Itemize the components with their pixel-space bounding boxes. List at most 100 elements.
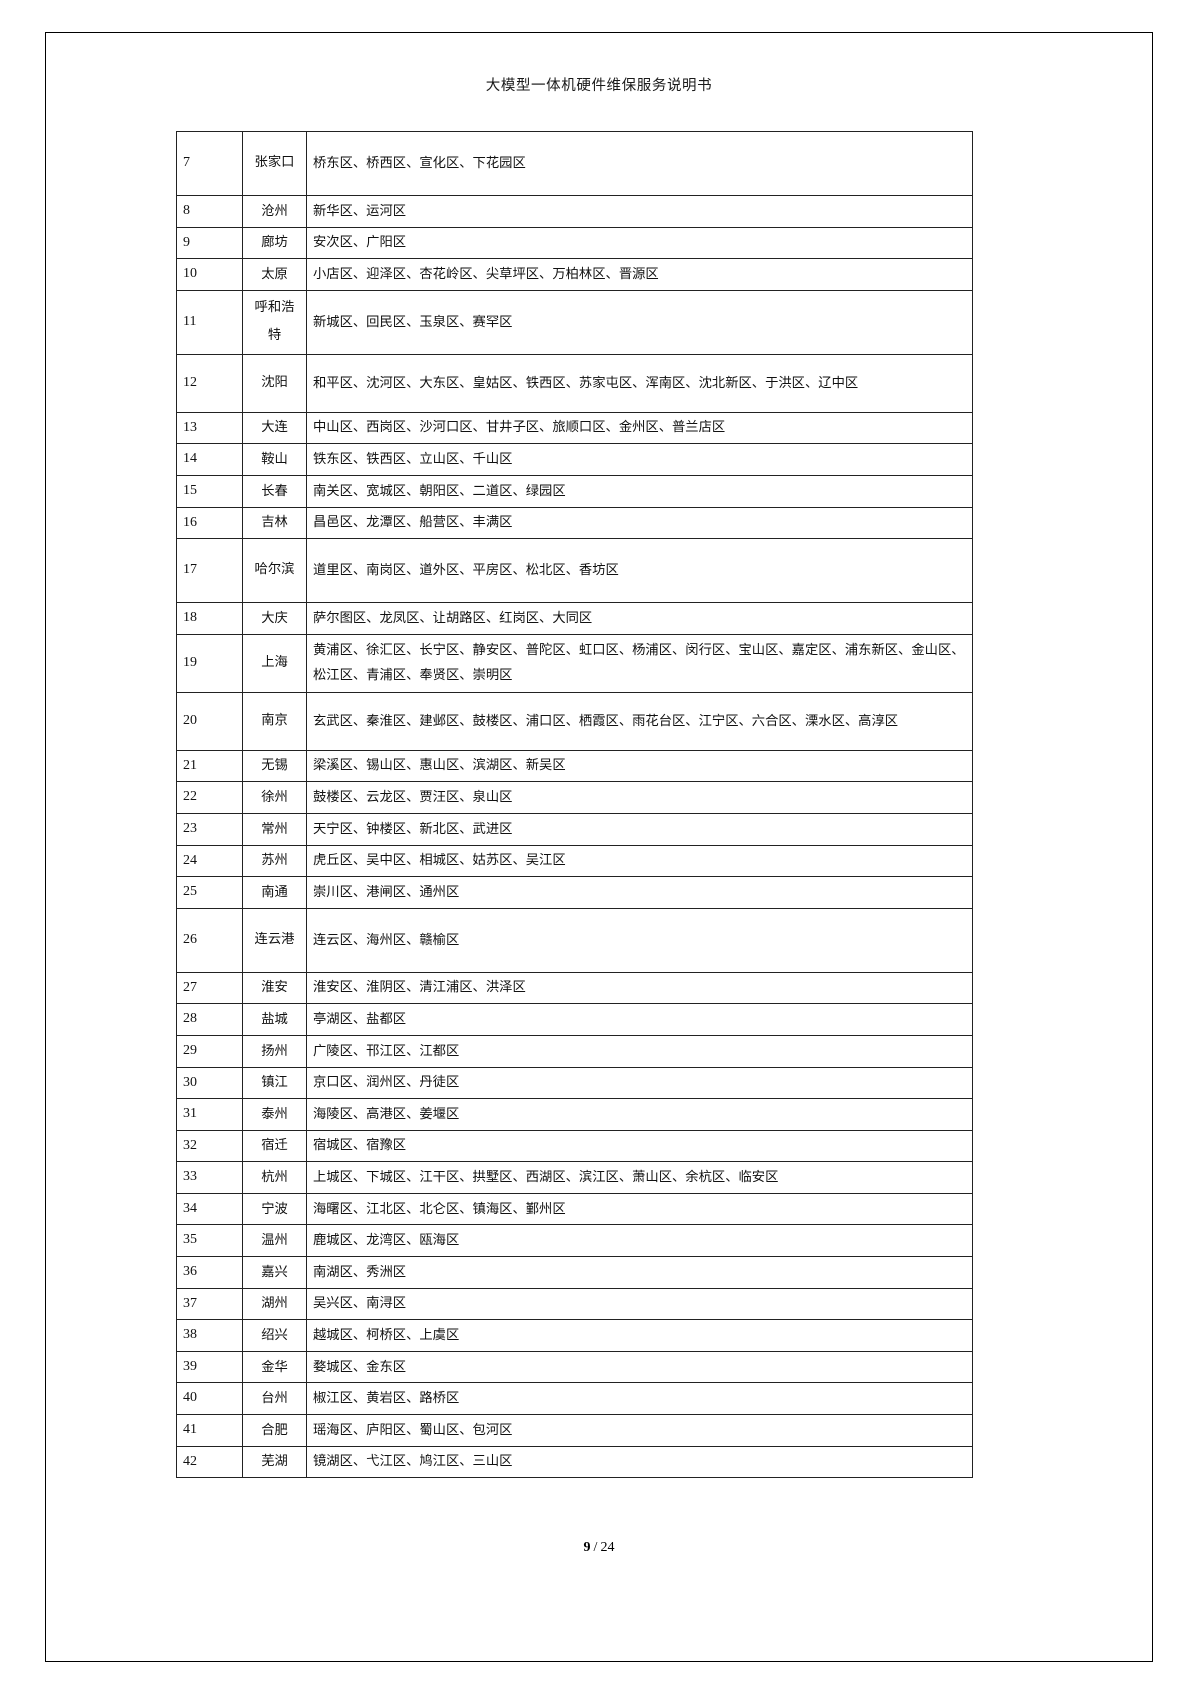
city-name-cell: 鞍山 [242,443,307,476]
city-name-cell: 大庆 [242,602,307,635]
footer-total-pages: 24 [600,1540,615,1555]
district-list-cell: 南湖区、秀洲区 [306,1256,973,1289]
table-row: 13 大连 中山区、西岗区、沙河口区、甘井子区、旅顺口区、金州区、普兰店区 [176,411,973,445]
table-row: 23 常州 天宁区、钟楼区、新北区、武进区 [176,812,973,846]
city-name-cell: 镇江 [242,1066,307,1100]
row-index-cell: 25 [176,876,243,909]
row-index-cell: 29 [176,1034,243,1068]
table-row: 40 台州 椒江区、黄岩区、路桥区 [176,1382,973,1416]
district-list-cell: 淮安区、淮阴区、清江浦区、洪泽区 [306,971,973,1005]
city-name-cell: 湖州 [242,1287,307,1321]
city-name-cell: 太原 [242,258,307,291]
row-index-cell: 39 [176,1350,243,1384]
district-list-cell: 黄浦区、徐汇区、长宁区、静安区、普陀区、虹口区、杨浦区、闵行区、宝山区、嘉定区、… [306,633,973,693]
table-row: 36 嘉兴 南湖区、秀洲区 [176,1256,973,1289]
city-name-cell: 盐城 [242,1003,307,1036]
service-coverage-table: 7 张家口 桥东区、桥西区、宣化区、下花园区 8 沧州 新华区、运河区 9 廊坊 安次区、广阳区… [176,131,973,1479]
district-list-cell: 亭湖区、盐都区 [306,1003,973,1036]
city-name-cell: 扬州 [242,1034,307,1068]
city-name-cell: 廊坊 [242,226,307,260]
city-name-cell: 连云港 [242,907,307,973]
city-name-cell: 张家口 [242,131,307,196]
district-list-cell: 京口区、润州区、丹徒区 [306,1066,973,1100]
district-list-cell: 婺城区、金东区 [306,1350,973,1384]
table-row: 35 温州 鹿城区、龙湾区、瓯海区 [176,1224,973,1258]
row-index-cell: 22 [176,781,243,814]
table-row: 26 连云港 连云区、海州区、赣榆区 [176,907,973,973]
city-name-cell: 大连 [242,411,307,445]
page-border-frame [45,32,1153,1662]
district-list-cell: 海曙区、江北区、北仑区、镇海区、鄞州区 [306,1192,973,1226]
table-row: 9 廊坊 安次区、广阳区 [176,226,973,260]
row-index-cell: 10 [176,258,243,291]
table-row: 33 杭州 上城区、下城区、江干区、拱墅区、西湖区、滨江区、萧山区、余杭区、临安区 [176,1161,973,1194]
district-list-cell: 新华区、运河区 [306,195,973,228]
table-row: 15 长春 南关区、宽城区、朝阳区、二道区、绿园区 [176,474,973,508]
row-index-cell: 12 [176,353,243,413]
row-index-cell: 37 [176,1287,243,1321]
table-row: 21 无锡 梁溪区、锡山区、惠山区、滨湖区、新吴区 [176,749,973,783]
district-list-cell: 越城区、柯桥区、上虞区 [306,1319,973,1352]
district-list-cell: 梁溪区、锡山区、惠山区、滨湖区、新吴区 [306,749,973,783]
district-list-cell: 上城区、下城区、江干区、拱墅区、西湖区、滨江区、萧山区、余杭区、临安区 [306,1161,973,1194]
table-row: 25 南通 崇川区、港闸区、通州区 [176,876,973,909]
table-row: 24 苏州 虎丘区、吴中区、相城区、姑苏区、吴江区 [176,844,973,878]
city-name-cell: 芜湖 [242,1445,307,1479]
row-index-cell: 35 [176,1224,243,1258]
table-row: 12 沈阳 和平区、沈河区、大东区、皇姑区、铁西区、苏家屯区、浑南区、沈北新区、于洪… [176,353,973,413]
table-row: 39 金华 婺城区、金东区 [176,1350,973,1384]
row-index-cell: 26 [176,907,243,973]
city-name-cell: 宁波 [242,1192,307,1226]
row-index-cell: 21 [176,749,243,783]
district-list-cell: 宿城区、宿豫区 [306,1129,973,1163]
row-index-cell: 38 [176,1319,243,1352]
city-name-cell: 呼和浩特 [242,289,307,355]
city-name-cell: 南通 [242,876,307,909]
city-name-cell: 徐州 [242,781,307,814]
district-list-cell: 小店区、迎泽区、杏花岭区、尖草坪区、万柏林区、晋源区 [306,258,973,291]
table-row: 22 徐州 鼓楼区、云龙区、贾汪区、泉山区 [176,781,973,814]
district-list-cell: 椒江区、黄岩区、路桥区 [306,1382,973,1416]
district-list-cell: 南关区、宽城区、朝阳区、二道区、绿园区 [306,474,973,508]
district-list-cell: 新城区、回民区、玉泉区、赛罕区 [306,289,973,355]
table-row: 38 绍兴 越城区、柯桥区、上虞区 [176,1319,973,1352]
footer-separator: / [593,1540,598,1555]
city-name-cell: 泰州 [242,1098,307,1131]
table-row: 11 呼和浩特 新城区、回民区、玉泉区、赛罕区 [176,289,973,355]
table-row: 17 哈尔滨 道里区、南岗区、道外区、平房区、松北区、香坊区 [176,538,973,604]
row-index-cell: 11 [176,289,243,355]
table-row: 34 宁波 海曙区、江北区、北仑区、镇海区、鄞州区 [176,1192,973,1226]
city-name-cell: 沧州 [242,195,307,228]
table-row: 41 合肥 瑶海区、庐阳区、蜀山区、包河区 [176,1414,973,1447]
row-index-cell: 42 [176,1445,243,1479]
table-row: 28 盐城 亭湖区、盐都区 [176,1003,973,1036]
row-index-cell: 14 [176,443,243,476]
row-index-cell: 36 [176,1256,243,1289]
district-list-cell: 萨尔图区、龙凤区、让胡路区、红岗区、大同区 [306,602,973,635]
table-row: 32 宿迁 宿城区、宿豫区 [176,1129,973,1163]
city-name-cell: 吉林 [242,506,307,540]
page-header-title: 大模型一体机硬件维保服务说明书 [485,78,713,94]
district-list-cell: 镜湖区、弋江区、鸠江区、三山区 [306,1445,973,1479]
district-list-cell: 安次区、广阳区 [306,226,973,260]
row-index-cell: 40 [176,1382,243,1416]
city-name-cell: 杭州 [242,1161,307,1194]
city-name-cell: 嘉兴 [242,1256,307,1289]
district-list-cell: 桥东区、桥西区、宣化区、下花园区 [306,131,973,196]
district-list-cell: 瑶海区、庐阳区、蜀山区、包河区 [306,1414,973,1447]
district-list-cell: 鼓楼区、云龙区、贾汪区、泉山区 [306,781,973,814]
city-name-cell: 绍兴 [242,1319,307,1352]
table-row: 16 吉林 昌邑区、龙潭区、船营区、丰满区 [176,506,973,540]
city-name-cell: 台州 [242,1382,307,1416]
table-row: 29 扬州 广陵区、邗江区、江都区 [176,1034,973,1068]
footer-current-page: 9 [583,1540,591,1555]
district-list-cell: 崇川区、港闸区、通州区 [306,876,973,909]
city-name-cell: 上海 [242,633,307,693]
table-row: 10 太原 小店区、迎泽区、杏花岭区、尖草坪区、万柏林区、晋源区 [176,258,973,291]
row-index-cell: 33 [176,1161,243,1194]
district-list-cell: 广陵区、邗江区、江都区 [306,1034,973,1068]
row-index-cell: 7 [176,131,243,196]
city-name-cell: 哈尔滨 [242,538,307,604]
city-name-cell: 常州 [242,812,307,846]
